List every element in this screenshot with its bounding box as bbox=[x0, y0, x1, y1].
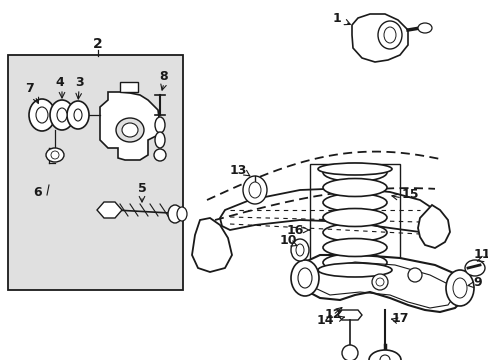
Text: 10: 10 bbox=[279, 234, 296, 247]
Ellipse shape bbox=[368, 350, 400, 360]
Ellipse shape bbox=[243, 176, 266, 204]
Polygon shape bbox=[97, 202, 122, 218]
Text: 17: 17 bbox=[390, 311, 408, 324]
Text: 2: 2 bbox=[93, 37, 102, 51]
Text: 9: 9 bbox=[473, 275, 481, 288]
Text: 15: 15 bbox=[401, 189, 418, 202]
Text: 3: 3 bbox=[76, 76, 84, 89]
Polygon shape bbox=[337, 310, 361, 320]
Ellipse shape bbox=[177, 207, 186, 221]
Ellipse shape bbox=[122, 123, 138, 137]
Text: 12: 12 bbox=[324, 309, 341, 321]
Ellipse shape bbox=[383, 27, 395, 43]
Bar bbox=[8, 55, 183, 290]
Ellipse shape bbox=[154, 149, 165, 161]
Ellipse shape bbox=[341, 345, 357, 360]
Text: 8: 8 bbox=[160, 69, 168, 82]
Ellipse shape bbox=[57, 108, 67, 122]
Ellipse shape bbox=[29, 99, 55, 131]
Ellipse shape bbox=[371, 274, 387, 290]
Polygon shape bbox=[120, 82, 138, 92]
Ellipse shape bbox=[323, 208, 386, 226]
Ellipse shape bbox=[36, 107, 48, 123]
Text: 14: 14 bbox=[316, 314, 333, 327]
Ellipse shape bbox=[155, 132, 164, 148]
Ellipse shape bbox=[116, 118, 143, 142]
Text: 6: 6 bbox=[34, 186, 42, 199]
Text: 11: 11 bbox=[472, 248, 488, 261]
Ellipse shape bbox=[51, 151, 59, 159]
Ellipse shape bbox=[155, 117, 164, 133]
Text: 1: 1 bbox=[332, 12, 341, 24]
Ellipse shape bbox=[297, 268, 311, 288]
Ellipse shape bbox=[464, 260, 484, 276]
Ellipse shape bbox=[168, 205, 182, 223]
Ellipse shape bbox=[50, 100, 74, 130]
Ellipse shape bbox=[74, 109, 82, 121]
Ellipse shape bbox=[317, 163, 391, 175]
Polygon shape bbox=[417, 205, 449, 248]
Text: 13: 13 bbox=[229, 163, 246, 176]
Polygon shape bbox=[351, 14, 407, 62]
Polygon shape bbox=[100, 92, 160, 160]
Polygon shape bbox=[297, 255, 467, 312]
Polygon shape bbox=[192, 218, 231, 272]
Ellipse shape bbox=[290, 260, 318, 296]
Ellipse shape bbox=[248, 182, 261, 198]
Ellipse shape bbox=[67, 101, 89, 129]
Ellipse shape bbox=[379, 355, 389, 360]
Ellipse shape bbox=[452, 278, 466, 298]
Ellipse shape bbox=[290, 239, 308, 261]
Ellipse shape bbox=[323, 179, 386, 197]
Ellipse shape bbox=[46, 148, 64, 162]
Ellipse shape bbox=[407, 268, 421, 282]
Text: 7: 7 bbox=[25, 81, 34, 94]
Text: 16: 16 bbox=[286, 224, 303, 237]
Ellipse shape bbox=[377, 21, 401, 49]
Ellipse shape bbox=[323, 238, 386, 256]
Text: 5: 5 bbox=[137, 181, 146, 194]
Ellipse shape bbox=[417, 23, 431, 33]
Ellipse shape bbox=[375, 278, 383, 286]
Ellipse shape bbox=[445, 270, 473, 306]
Bar bbox=[309, 164, 399, 284]
Ellipse shape bbox=[317, 263, 391, 277]
Text: 4: 4 bbox=[56, 76, 64, 89]
Ellipse shape bbox=[295, 244, 304, 256]
